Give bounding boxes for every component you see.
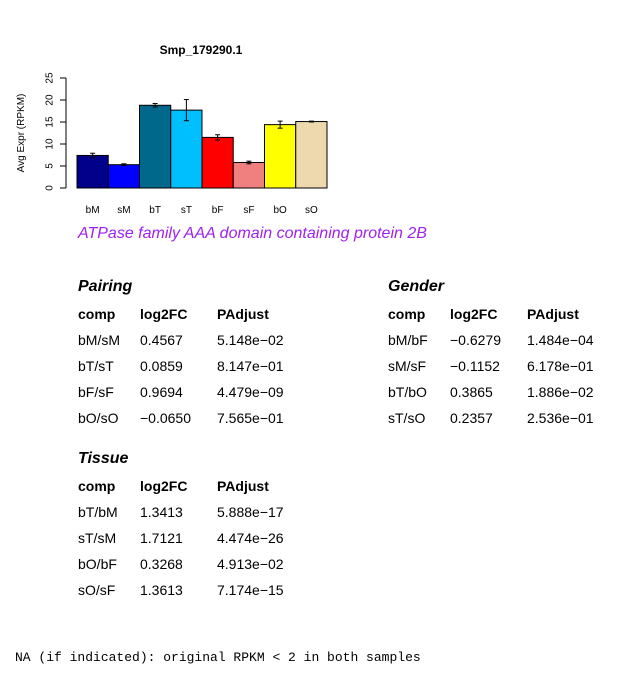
table-header-cell: PAdjust — [217, 306, 269, 322]
table-title-gender: Gender — [388, 278, 445, 295]
table-cell: bT/bO — [388, 384, 427, 400]
table-header-cell: comp — [78, 306, 116, 322]
table-cell: 1.886e−02 — [527, 384, 594, 400]
y-tick-label: 10 — [45, 138, 56, 150]
table-header-cell: comp — [78, 478, 116, 494]
bar-sF — [232, 161, 265, 189]
x-tick-label-sO: sO — [305, 205, 318, 216]
table-cell: 4.474e−26 — [217, 530, 284, 546]
table-cell: 0.2357 — [450, 410, 493, 426]
bar-bF — [201, 136, 234, 189]
table-cell: 2.536e−01 — [527, 410, 594, 426]
table-cell: bO/sO — [78, 410, 119, 426]
y-axis-label: Avg Expr (RPKM) — [16, 94, 27, 173]
table-cell: 7.565e−01 — [217, 410, 284, 426]
table-cell: 5.888e−17 — [217, 504, 284, 520]
x-tick-label-sT: sT — [181, 205, 192, 216]
x-tick-label-sF: sF — [243, 205, 254, 216]
x-tick-label-bO: bO — [273, 205, 287, 216]
table-header-cell: log2FC — [140, 478, 188, 494]
table-cell: 1.7121 — [140, 530, 183, 546]
bar-bT — [139, 104, 172, 189]
table-cell: bT/bM — [78, 504, 118, 520]
table-cell: 1.3613 — [140, 582, 183, 598]
x-tick-label-bF: bF — [212, 205, 224, 216]
table-cell: 0.4567 — [140, 332, 183, 348]
table-cell: 0.3268 — [140, 556, 183, 572]
table-cell: −0.6279 — [450, 332, 501, 348]
table-cell: sO/sF — [78, 582, 116, 598]
table-header-cell: PAdjust — [527, 306, 579, 322]
table-cell: −0.0650 — [140, 410, 191, 426]
table-cell: 0.3865 — [450, 384, 493, 400]
table-cell: 1.3413 — [140, 504, 183, 520]
table-title-pairing: Pairing — [78, 278, 133, 295]
x-tick-labels: bM sM bT sT bF sF bO sO — [86, 205, 318, 216]
table-cell: 0.9694 — [140, 384, 183, 400]
bar-sT — [170, 109, 203, 189]
table-cell: bO/bF — [78, 556, 117, 572]
table-cell: bT/sT — [78, 358, 114, 374]
bar-sM — [107, 164, 140, 189]
y-tick-label: 5 — [45, 163, 56, 169]
footnote: NA (if indicated): original RPKM < 2 in … — [15, 650, 421, 665]
table-cell: 5.148e−02 — [217, 332, 284, 348]
table-title-tissue: Tissue — [78, 450, 129, 467]
table-header-cell: comp — [388, 306, 426, 322]
table-cell: −0.1152 — [450, 358, 500, 374]
table-cell: sT/sO — [388, 410, 426, 426]
bars-group — [76, 99, 328, 189]
table-cell: 1.484e−04 — [527, 332, 594, 348]
bar-chart: Smp_179290.1 Avg Expr (RPKM) 0510152025 … — [16, 43, 328, 216]
bar-sO — [295, 121, 328, 189]
table-cell: 0.0859 — [140, 358, 183, 374]
y-tick-label: 20 — [45, 94, 56, 106]
x-tick-label-sM: sM — [117, 205, 130, 216]
table-cell: 4.913e−02 — [217, 556, 284, 572]
table-cell: sT/sM — [78, 530, 117, 546]
table-cell: sM/sF — [388, 358, 427, 374]
bar-bM — [76, 154, 109, 189]
chart-title: Smp_179290.1 — [160, 43, 243, 57]
table-header-cell: log2FC — [450, 306, 498, 322]
table-cell: 8.147e−01 — [217, 358, 284, 374]
bar-bO — [264, 124, 297, 189]
table-header-cell: PAdjust — [217, 478, 269, 494]
x-tick-label-bM: bM — [86, 205, 100, 216]
table-cell: bM/bF — [388, 332, 428, 348]
table-cell: 7.174e−15 — [217, 582, 284, 598]
table-header-cell: log2FC — [140, 306, 188, 322]
y-axis: 0 5 10 15 20 25 — [45, 72, 67, 191]
table-cell: 6.178e−01 — [527, 358, 594, 374]
y-tick-label: 0 — [45, 185, 56, 191]
y-tick-label: 15 — [45, 116, 56, 128]
table-cell: 4.479e−09 — [217, 384, 284, 400]
table-cell: bM/sM — [78, 332, 120, 348]
x-tick-label-bT: bT — [149, 205, 161, 216]
table-cell: bF/sF — [78, 384, 114, 400]
gene-description: ATPase family AAA domain containing prot… — [78, 225, 427, 242]
y-tick-label: 25 — [45, 72, 56, 84]
